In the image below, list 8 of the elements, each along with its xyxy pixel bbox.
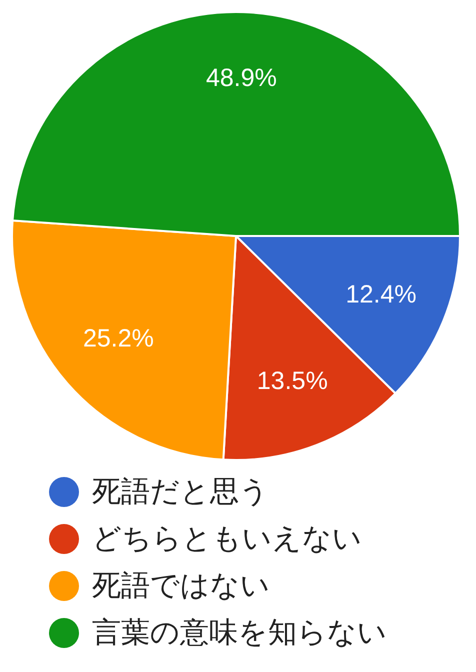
legend-label: 言葉の意味を知らない: [92, 616, 387, 650]
data-label: 25.2%: [82, 324, 154, 353]
legend-label: どちらともいえない: [92, 522, 362, 556]
legend-label: 死語ではない: [92, 568, 270, 602]
data-label: 48.9%: [206, 64, 277, 92]
data-label: 13.5%: [256, 367, 328, 396]
legend-label: 死語だと思う: [92, 474, 269, 508]
data-label: 12.4%: [346, 280, 416, 308]
